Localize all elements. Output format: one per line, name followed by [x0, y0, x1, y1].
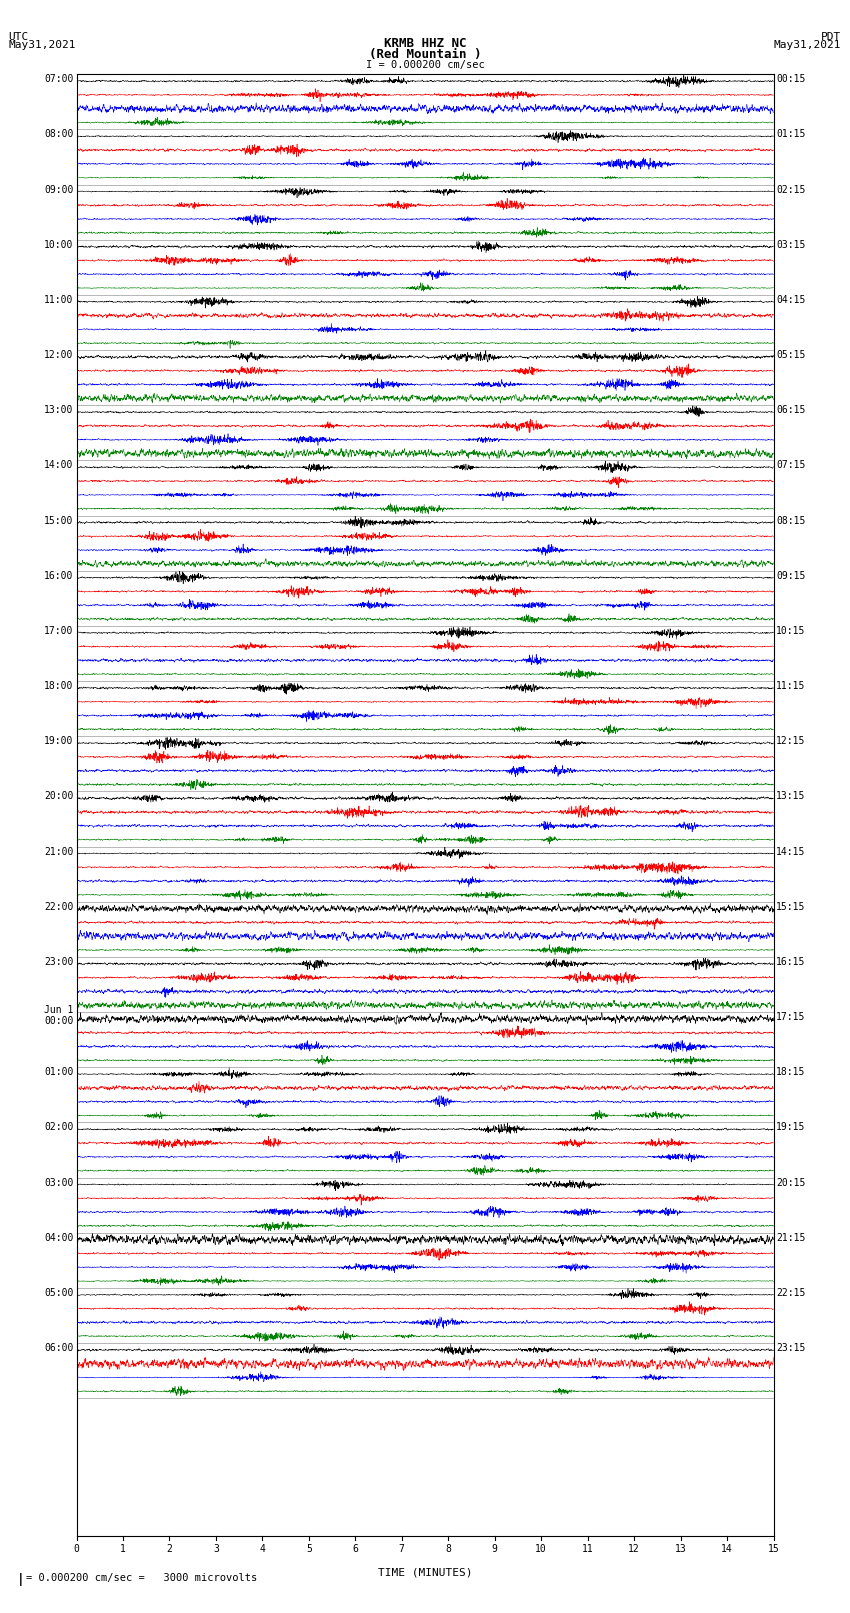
Text: 9: 9 — [492, 1544, 497, 1555]
Text: 12: 12 — [628, 1544, 640, 1555]
Text: 20:15: 20:15 — [776, 1177, 806, 1187]
Text: 12:00: 12:00 — [44, 350, 74, 360]
Text: 22:15: 22:15 — [776, 1287, 806, 1298]
Text: 17:00: 17:00 — [44, 626, 74, 636]
Text: 04:15: 04:15 — [776, 295, 806, 305]
Text: PDT: PDT — [821, 32, 842, 42]
Text: May31,2021: May31,2021 — [8, 40, 76, 50]
Text: 01:00: 01:00 — [44, 1068, 74, 1077]
Text: 6: 6 — [353, 1544, 358, 1555]
Text: 10: 10 — [536, 1544, 547, 1555]
Text: 02:15: 02:15 — [776, 184, 806, 195]
Text: 22:00: 22:00 — [44, 902, 74, 911]
Text: 11:00: 11:00 — [44, 295, 74, 305]
Text: I = 0.000200 cm/sec: I = 0.000200 cm/sec — [366, 60, 484, 69]
Text: 05:15: 05:15 — [776, 350, 806, 360]
Text: 8: 8 — [445, 1544, 451, 1555]
Text: 10:00: 10:00 — [44, 240, 74, 250]
Text: 00:15: 00:15 — [776, 74, 806, 84]
Text: 01:15: 01:15 — [776, 129, 806, 139]
Text: 07:00: 07:00 — [44, 74, 74, 84]
Text: Jun 1
00:00: Jun 1 00:00 — [44, 1005, 74, 1026]
Text: 0: 0 — [74, 1544, 79, 1555]
Text: 20:00: 20:00 — [44, 792, 74, 802]
Text: 13:00: 13:00 — [44, 405, 74, 415]
Text: 05:00: 05:00 — [44, 1287, 74, 1298]
Text: 11: 11 — [581, 1544, 593, 1555]
Text: 18:15: 18:15 — [776, 1068, 806, 1077]
Text: 12:15: 12:15 — [776, 736, 806, 747]
Text: 21:15: 21:15 — [776, 1232, 806, 1242]
Text: UTC: UTC — [8, 32, 29, 42]
Text: 14: 14 — [721, 1544, 733, 1555]
Text: 14:15: 14:15 — [776, 847, 806, 857]
Text: 16:15: 16:15 — [776, 957, 806, 966]
Text: 1: 1 — [120, 1544, 126, 1555]
Text: 06:15: 06:15 — [776, 405, 806, 415]
Text: 09:00: 09:00 — [44, 184, 74, 195]
Text: 11:15: 11:15 — [776, 681, 806, 690]
Text: 02:00: 02:00 — [44, 1123, 74, 1132]
Text: 23:15: 23:15 — [776, 1344, 806, 1353]
Text: KRMB HHZ NC: KRMB HHZ NC — [383, 37, 467, 50]
Text: May31,2021: May31,2021 — [774, 40, 842, 50]
Text: (Red Mountain ): (Red Mountain ) — [369, 48, 481, 61]
Text: TIME (MINUTES): TIME (MINUTES) — [377, 1568, 473, 1578]
Text: 15:00: 15:00 — [44, 516, 74, 526]
Text: |: | — [17, 1573, 25, 1586]
Text: 14:00: 14:00 — [44, 460, 74, 471]
Text: 19:00: 19:00 — [44, 736, 74, 747]
Text: 03:15: 03:15 — [776, 240, 806, 250]
Text: 2: 2 — [167, 1544, 173, 1555]
Text: 16:00: 16:00 — [44, 571, 74, 581]
Text: 09:15: 09:15 — [776, 571, 806, 581]
Text: 07:15: 07:15 — [776, 460, 806, 471]
Text: 3: 3 — [213, 1544, 218, 1555]
Text: 03:00: 03:00 — [44, 1177, 74, 1187]
Text: 18:00: 18:00 — [44, 681, 74, 690]
Text: 13:15: 13:15 — [776, 792, 806, 802]
Text: 7: 7 — [399, 1544, 405, 1555]
Text: 04:00: 04:00 — [44, 1232, 74, 1242]
Text: 15:15: 15:15 — [776, 902, 806, 911]
Text: 08:00: 08:00 — [44, 129, 74, 139]
Text: 4: 4 — [259, 1544, 265, 1555]
Text: 23:00: 23:00 — [44, 957, 74, 966]
Text: 5: 5 — [306, 1544, 312, 1555]
Text: 15: 15 — [768, 1544, 779, 1555]
Text: 10:15: 10:15 — [776, 626, 806, 636]
Text: 19:15: 19:15 — [776, 1123, 806, 1132]
Text: 06:00: 06:00 — [44, 1344, 74, 1353]
Text: 17:15: 17:15 — [776, 1011, 806, 1023]
Text: = 0.000200 cm/sec =   3000 microvolts: = 0.000200 cm/sec = 3000 microvolts — [26, 1573, 257, 1582]
Text: 13: 13 — [675, 1544, 687, 1555]
Text: 21:00: 21:00 — [44, 847, 74, 857]
Text: 08:15: 08:15 — [776, 516, 806, 526]
